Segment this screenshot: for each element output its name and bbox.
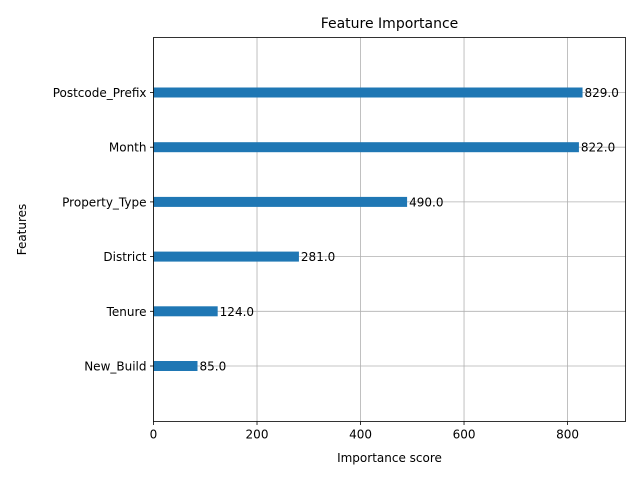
y-axis-ticks: Postcode_Prefix Month Property_Type Distric… xyxy=(53,86,154,374)
x-tick-label: 0 xyxy=(150,428,158,442)
data-label: 281.0 xyxy=(301,250,335,264)
x-axis-ticks: 0 200 400 600 800 xyxy=(150,421,579,442)
data-label: 85.0 xyxy=(199,360,226,374)
data-label: 124.0 xyxy=(220,305,254,319)
bar-new-build xyxy=(153,361,198,371)
x-tick-label: 400 xyxy=(349,428,372,442)
x-axis-label: Importance score xyxy=(337,451,442,465)
y-tick-label: Postcode_Prefix xyxy=(53,86,147,100)
bar-district xyxy=(153,251,299,262)
bar-month xyxy=(153,142,579,153)
y-axis-label: Features xyxy=(15,204,29,256)
plot-frame xyxy=(153,37,626,422)
chart-title: Feature Importance xyxy=(321,16,459,32)
y-tick-label: District xyxy=(103,250,146,264)
y-tick-label: Tenure xyxy=(106,305,147,319)
x-tick-label: 200 xyxy=(246,428,269,442)
x-tick-label: 600 xyxy=(453,428,476,442)
bar-tenure xyxy=(153,306,218,317)
data-label: 490.0 xyxy=(409,195,443,209)
bar-property-type xyxy=(153,196,408,207)
bar-postcode-prefix xyxy=(153,87,583,98)
data-labels: 829.0 822.0 490.0 281.0 124.0 85.0 xyxy=(199,86,618,374)
y-tick-label: Property_Type xyxy=(62,195,146,209)
y-tick-label: New_Build xyxy=(84,360,146,374)
data-label: 829.0 xyxy=(585,86,619,100)
data-label: 822.0 xyxy=(581,141,615,155)
x-tick-label: 800 xyxy=(556,428,579,442)
y-tick-label: Month xyxy=(109,141,147,155)
bars xyxy=(153,87,583,371)
